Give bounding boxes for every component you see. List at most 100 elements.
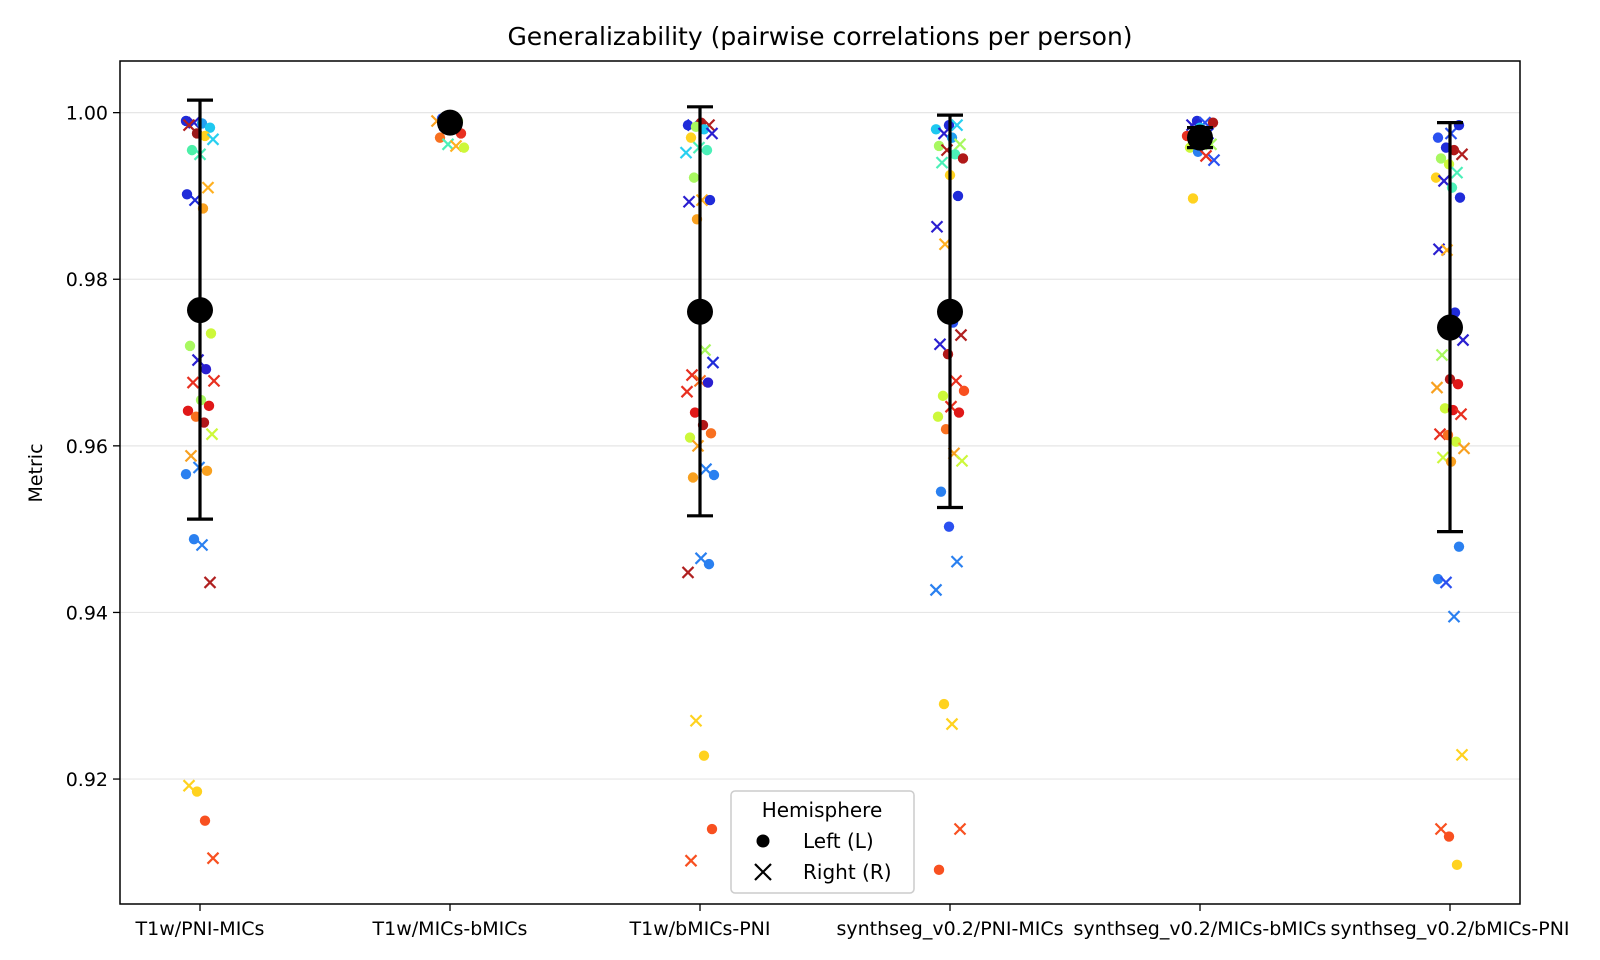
point-right-134	[1207, 153, 1221, 167]
point-left-57	[701, 144, 713, 156]
point-right-80	[681, 566, 695, 579]
point-right-171	[1434, 822, 1448, 836]
point-right-66	[685, 368, 699, 382]
point-left-109	[932, 411, 944, 422]
point-left-94	[957, 153, 969, 164]
point-left-114	[943, 521, 955, 532]
point-left-28	[201, 465, 213, 477]
x-tick-label-0: T1w/PNI-MICs	[135, 918, 265, 940]
point-left-106	[937, 390, 949, 402]
point-left-21	[203, 400, 215, 412]
point-right-102	[933, 337, 947, 351]
plot-frame	[119, 60, 1521, 905]
point-right-81	[689, 714, 703, 728]
y-tick-label-4: 1.00	[66, 103, 108, 125]
mean-error-bars	[187, 98, 1463, 534]
legend-title: Hemisphere	[762, 798, 883, 822]
legend-label-right: Right (R)	[803, 860, 892, 884]
x-tick-label-2: T1w/bMICs-PNI	[629, 918, 771, 940]
point-right-7	[206, 133, 220, 146]
point-left-135	[1187, 193, 1199, 204]
point-left-79	[703, 558, 715, 570]
point-left-59	[688, 172, 700, 183]
point-left-70	[689, 407, 701, 418]
point-left-172	[1443, 831, 1455, 842]
point-left-47	[458, 142, 470, 153]
legend-label-left: Left (L)	[803, 829, 874, 853]
point-right-84	[684, 854, 698, 867]
point-right-156	[1430, 381, 1444, 394]
mean-marker-1	[437, 109, 463, 136]
point-left-117	[938, 698, 950, 710]
point-right-62	[682, 195, 696, 209]
point-right-90	[953, 138, 967, 151]
point-right-4	[182, 118, 196, 132]
point-right-36	[206, 851, 220, 865]
point-left-142	[1435, 153, 1447, 164]
point-left-97	[952, 190, 964, 202]
point-left-173	[1451, 859, 1463, 871]
point-right-25	[205, 427, 219, 441]
point-right-101	[954, 328, 968, 342]
point-right-60	[695, 193, 709, 207]
point-right-141	[1455, 148, 1469, 161]
point-left-29	[180, 468, 192, 480]
point-left-22	[182, 405, 194, 417]
mean-marker-0	[187, 297, 213, 324]
point-left-103	[942, 349, 954, 360]
point-left-113	[935, 486, 947, 497]
y-tick-label-0: 0.92	[66, 769, 108, 791]
y-tick-label-1: 0.94	[66, 602, 108, 624]
legend: Hemisphere Left (L) Right (R)	[730, 790, 915, 894]
point-left-93	[949, 149, 961, 160]
point-left-77	[687, 472, 699, 483]
mean-marker-3	[937, 298, 963, 325]
point-left-157	[1439, 403, 1451, 414]
x-tick-label-4: synthseg_v0.2/MICs-bMICs	[1074, 918, 1327, 940]
point-right-19	[186, 376, 200, 389]
point-left-91	[933, 140, 945, 152]
x-axis: T1w/PNI-MICs T1w/MICs-bMICs T1w/bMICs-PNI s…	[135, 904, 1570, 940]
point-right-32	[203, 576, 217, 589]
point-right-112	[955, 454, 969, 468]
point-left-35	[199, 815, 211, 826]
point-right-144	[1450, 166, 1464, 179]
point-right-18	[207, 374, 221, 388]
point-left-161	[1442, 429, 1454, 441]
point-right-58	[679, 146, 693, 159]
gridlines	[120, 112, 1520, 780]
point-left-3	[204, 122, 216, 133]
point-left-30	[188, 533, 200, 545]
legend-marker-right	[754, 863, 772, 881]
point-right-54	[705, 127, 719, 140]
point-left-166	[1453, 541, 1465, 552]
x-tick-label-1: T1w/MICs-bMICs	[372, 918, 528, 940]
y-tick-label-3: 0.98	[66, 269, 108, 291]
point-right-95	[935, 156, 949, 169]
point-left-148	[1454, 192, 1466, 203]
mean-marker-4	[1187, 124, 1213, 151]
point-left-167	[1432, 573, 1444, 585]
point-right-115	[950, 555, 964, 568]
point-left-82	[698, 750, 710, 761]
point-right-116	[929, 583, 943, 597]
y-axis: 0.92 0.94 0.96 0.98 1.00	[66, 103, 120, 791]
point-right-169	[1447, 610, 1461, 623]
point-left-123	[1207, 117, 1219, 128]
point-left-147	[1446, 182, 1458, 193]
mean-marker-2	[687, 298, 713, 325]
point-left-120	[933, 864, 945, 876]
point-left-108	[953, 407, 965, 418]
point-left-17	[200, 364, 212, 375]
point-right-98	[930, 220, 944, 234]
point-left-73	[684, 432, 696, 443]
point-right-119	[953, 822, 967, 836]
point-left-61	[704, 194, 716, 206]
point-right-159	[1454, 407, 1468, 421]
point-right-118	[945, 717, 959, 731]
point-right-16	[191, 353, 205, 367]
point-right-31	[195, 538, 209, 552]
point-right-104	[949, 374, 963, 388]
point-left-87	[930, 124, 942, 135]
